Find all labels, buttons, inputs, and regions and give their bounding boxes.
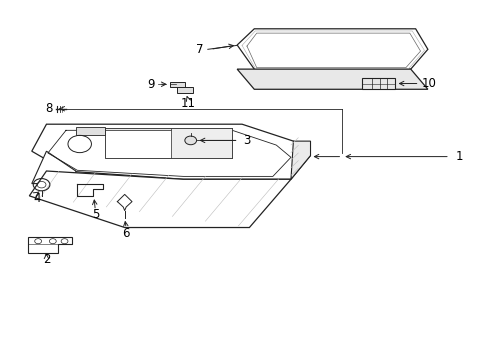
Text: 3: 3 (243, 134, 250, 147)
Text: 6: 6 (122, 227, 130, 240)
Text: 1: 1 (455, 150, 463, 163)
Polygon shape (170, 82, 184, 87)
Text: 2: 2 (42, 253, 50, 266)
Polygon shape (76, 127, 105, 135)
Text: 9: 9 (146, 78, 154, 91)
Text: 5: 5 (91, 208, 99, 221)
Text: 8: 8 (45, 102, 53, 115)
Polygon shape (32, 151, 76, 184)
Polygon shape (28, 237, 72, 253)
Polygon shape (171, 128, 232, 158)
Polygon shape (177, 87, 193, 93)
Polygon shape (237, 29, 427, 69)
Text: 4: 4 (33, 192, 41, 204)
Polygon shape (361, 78, 394, 89)
Circle shape (184, 136, 196, 145)
Text: 11: 11 (181, 97, 195, 110)
Text: 7: 7 (195, 43, 203, 56)
Text: 10: 10 (421, 77, 436, 90)
Polygon shape (32, 124, 310, 179)
Polygon shape (29, 171, 290, 228)
Polygon shape (290, 141, 310, 179)
Polygon shape (237, 69, 427, 89)
